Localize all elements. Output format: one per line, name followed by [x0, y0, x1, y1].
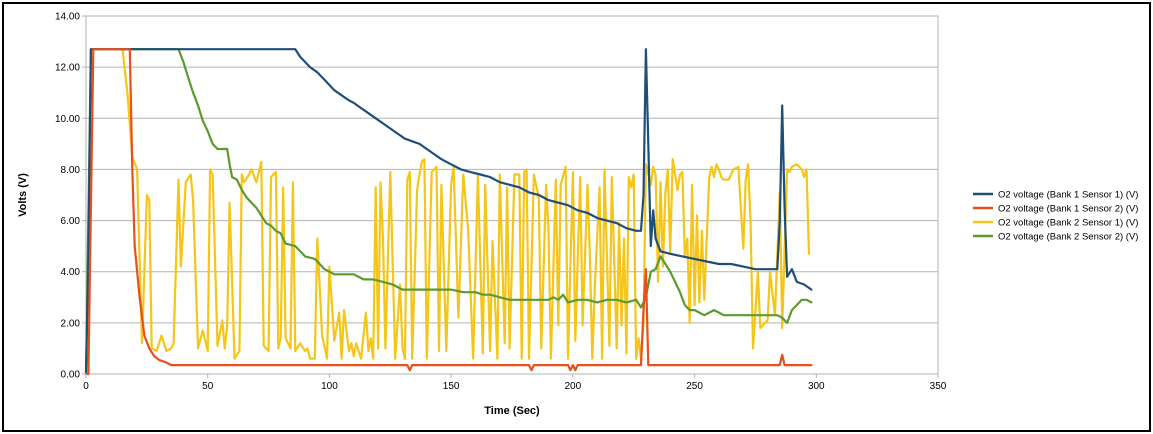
series-line-4 [84, 48, 813, 376]
series-line-2 [84, 48, 813, 376]
x-tick-label: 100 [321, 381, 338, 392]
x-tick-label: 300 [808, 381, 825, 392]
y-tick-label: 10.00 [55, 114, 80, 125]
y-tick-label: 12.00 [55, 63, 80, 74]
y-tick-label: 14.00 [55, 12, 80, 23]
plot-border [85, 15, 939, 375]
x-tick-label: 200 [565, 381, 582, 392]
x-tick-label: 150 [443, 381, 460, 392]
legend: O2 voltage (Bank 1 Sensor 1) (V) O2 volta… [973, 190, 1138, 243]
x-tick-label: 350 [930, 381, 947, 392]
y-tick-label: 4.00 [61, 267, 81, 278]
series-line-1 [84, 48, 813, 376]
y-tick-label: 8.00 [61, 165, 81, 176]
x-tick-label: 50 [202, 381, 214, 392]
y-tick-label: 6.00 [61, 216, 81, 227]
series-layer [84, 48, 813, 376]
y-axis-ticks: 0.00 2.00 4.00 6.00 8.00 10.00 12.00 14.00 [55, 12, 86, 381]
y-axis-title: Volts (V) [17, 173, 29, 217]
legend-label: O2 voltage (Bank 2 Sensor 2) (V) [998, 232, 1138, 243]
x-axis-title: Time (Sec) [484, 405, 540, 417]
x-tick-label: 250 [686, 381, 703, 392]
legend-label: O2 voltage (Bank 2 Sensor 1) (V) [998, 218, 1138, 229]
x-tick-label: 0 [83, 381, 89, 392]
legend-label: O2 voltage (Bank 1 Sensor 2) (V) [998, 204, 1138, 215]
x-axis-ticks: 0 50 100 150 200 250 300 350 [83, 374, 947, 392]
plot-area [85, 15, 939, 375]
series-line-3 [121, 48, 811, 360]
y-tick-label: 0.00 [61, 370, 81, 381]
legend-label: O2 voltage (Bank 1 Sensor 1) (V) [998, 190, 1138, 201]
y-tick-label: 2.00 [61, 318, 81, 329]
